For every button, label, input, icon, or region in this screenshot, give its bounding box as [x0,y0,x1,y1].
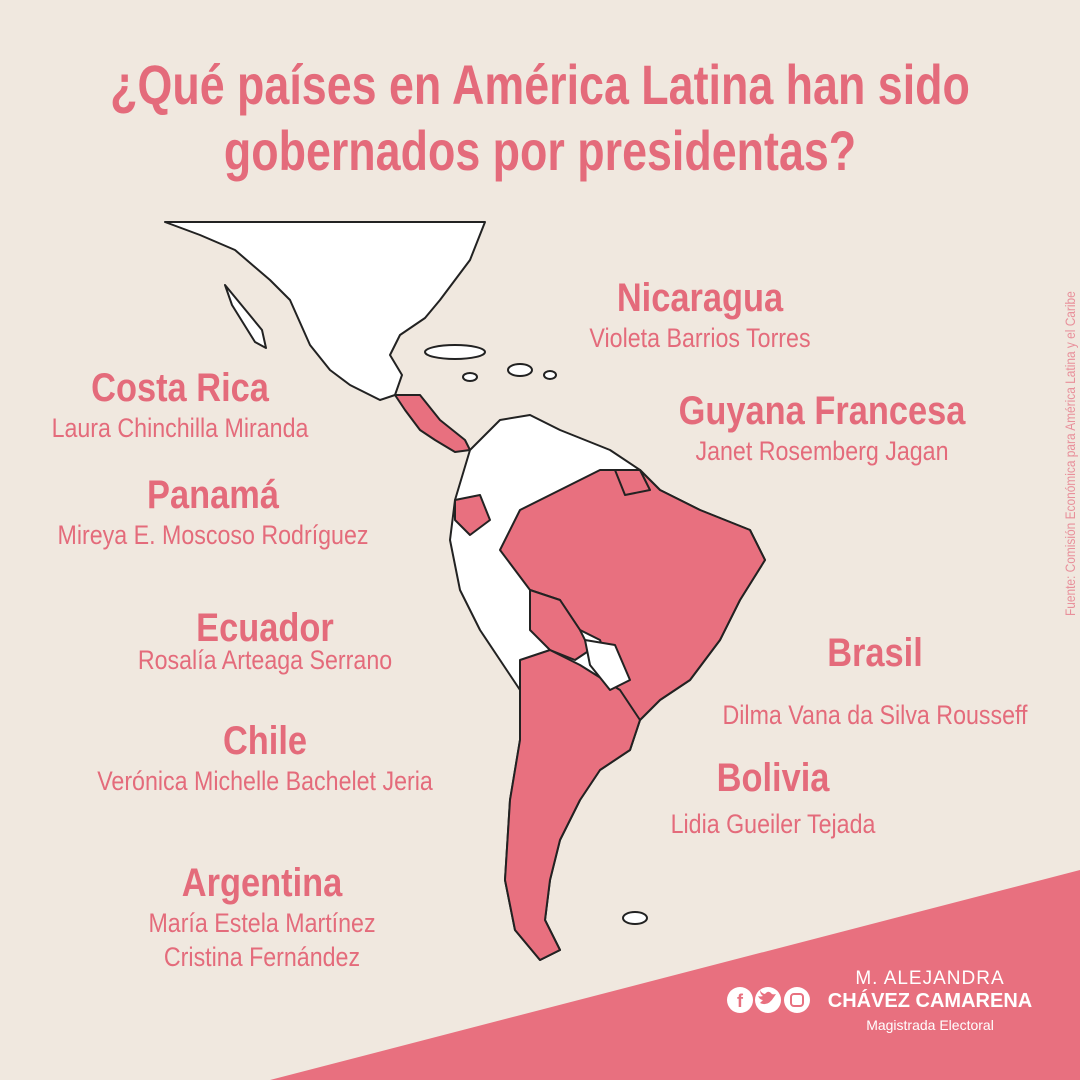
country-block: Argentina María Estela Martínez Cristina F… [4,860,520,974]
author-name: M. ALEJANDRA [855,968,1005,989]
author-surname: CHÁVEZ CAMARENA [827,990,1033,1012]
president-name: Rosalía Arteaga Serrano [137,645,393,675]
central-america [394,394,471,453]
instagram-glyph [790,993,804,1007]
country-block: Ecuador Rosalía Arteaga Serrano [7,605,523,677]
paraguay [584,639,631,691]
president-name: Lidia Gueiler Tejada [670,809,876,839]
island [543,370,557,380]
country-block: Brasil Dilma Vana da Silva Rousseff [617,630,1080,732]
president-name: Dilma Vana da Silva Rousseff [722,700,1028,730]
country-name: Costa Rica [91,366,269,410]
author: M. ALEJANDRA CHÁVEZ CAMARENA Magistrada … [810,968,1050,1033]
country-block: Nicaragua Violeta Barrios Torres [442,275,958,355]
president-name: Laura Chinchilla Miranda [51,413,309,443]
country-block: Chile Verónica Michelle Bachelet Jeria [7,718,523,798]
president-name: Janet Rosemberg Jagan [695,436,949,466]
country-name: Brasil [827,631,923,675]
country-name: Guyana Francesa [678,389,966,433]
country-name: Bolivia [716,756,830,800]
ecuador [454,494,491,536]
brazil [499,469,766,721]
country-name: Nicaragua [616,276,784,320]
country-name: Panamá [147,473,279,517]
author-role: Magistrada Electoral [866,1017,994,1033]
island [507,363,533,377]
footer-band [270,870,1080,1080]
island [424,344,486,360]
french-guiana [614,469,651,496]
island [622,911,648,925]
country-name: Ecuador [196,606,334,650]
island [462,372,478,382]
facebook-glyph: f [737,991,744,1011]
president-name: Verónica Michelle Bachelet Jeria [97,766,433,796]
bolivia [529,589,591,661]
baja-california [224,284,267,349]
president-name: Cristina Fernández [163,942,361,972]
twitter-glyph [758,990,776,1005]
country-block: Bolivia Lidia Gueiler Tejada [515,755,1031,841]
instagram-icon[interactable] [784,987,810,1013]
map [164,221,766,961]
facebook-icon[interactable] [727,987,753,1013]
president-name: María Estela Martínez [148,908,376,938]
president-name: Mireya E. Moscoso Rodríguez [57,520,369,550]
country-block: Costa Rica Laura Chinchilla Miranda [0,365,438,445]
president-name: Violeta Barrios Torres [589,323,811,353]
north-america [164,221,486,401]
country-name: Argentina [181,861,343,905]
country-block: Panamá Mireya E. Moscoso Rodríguez [0,472,471,552]
country-name: Chile [222,719,308,763]
title: ¿Qué países en América Latina han sido g… [110,53,970,182]
country-block: Guyana Francesa Janet Rosemberg Jagan [564,388,1080,468]
